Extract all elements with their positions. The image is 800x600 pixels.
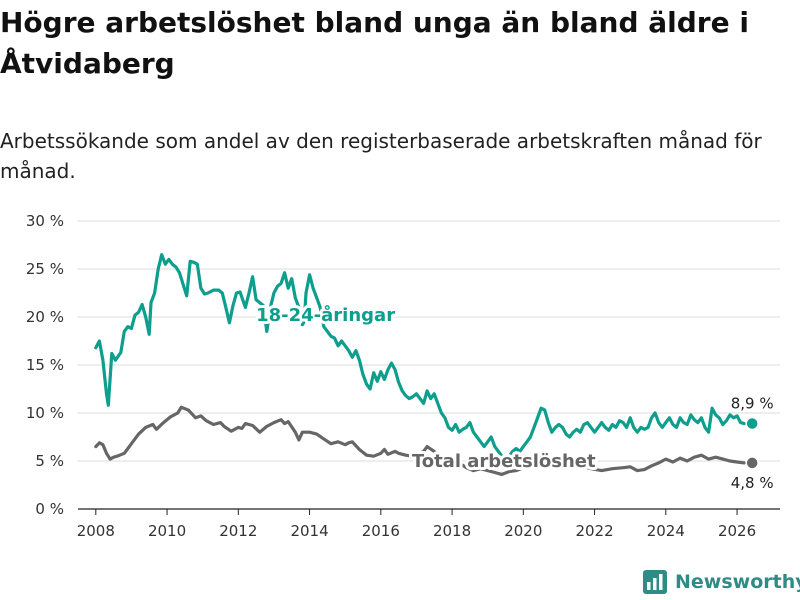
line-chart: 0 %5 %10 %15 %20 %25 %30 % 2008 2010 2012 2… — [26, 212, 780, 540]
newsworthy-logo-icon — [643, 570, 667, 594]
y-tick-label: 20 % — [26, 308, 64, 326]
total-series-label: Total arbetslöshet — [412, 451, 596, 472]
x-tick-label: 2012 — [219, 522, 257, 540]
x-tick-label: 2008 — [77, 522, 115, 540]
y-tick-label: 30 % — [26, 212, 64, 230]
x-tick-label: 2018 — [433, 522, 471, 540]
chart-title: Högre arbetslöshet bland unga än bland ä… — [0, 6, 749, 80]
brand-name: Newsworthy — [675, 571, 800, 593]
brand-logo: Newsworthy — [643, 567, 800, 597]
chart-subtitle: Arbetssökande som andel av den registerb… — [0, 129, 762, 183]
x-tick-label: 2010 — [148, 522, 186, 540]
youth-series-line — [94, 253, 746, 461]
x-tick-label: 2022 — [575, 522, 613, 540]
youth-end-point — [745, 416, 759, 431]
y-tick-label: 25 % — [26, 260, 64, 278]
x-tick-label: 2020 — [504, 522, 542, 540]
total-end-point — [745, 456, 759, 470]
youth-series-label: 18-24-åringar — [256, 304, 395, 326]
youth-end-value-label: 8,9 % — [731, 395, 774, 413]
x-tick-label: 2016 — [362, 522, 400, 540]
y-tick-label: 15 % — [26, 356, 64, 374]
y-tick-label: 10 % — [26, 404, 64, 422]
series-layer — [94, 253, 746, 476]
label-layer: 18-24-åringar Total arbetslöshet 8,9 % 4,8 … — [253, 301, 776, 494]
x-tick-label: 2014 — [290, 522, 328, 540]
total-series-line — [94, 405, 746, 476]
x-tick-label: 2026 — [718, 522, 756, 540]
x-tick-label: 2024 — [647, 522, 685, 540]
total-end-value-label: 4,8 % — [731, 474, 774, 492]
y-tick-label: 5 % — [35, 452, 64, 470]
x-axis: 2008 2010 2012 2014 2016 2018 2020 2022 2024 2026 — [77, 509, 756, 540]
grid-layer — [78, 220, 780, 510]
y-tick-label: 0 % — [35, 500, 64, 518]
y-axis-labels: 0 % 5 % 10 % 15 % 20 % 25 % 30 % — [26, 212, 64, 518]
